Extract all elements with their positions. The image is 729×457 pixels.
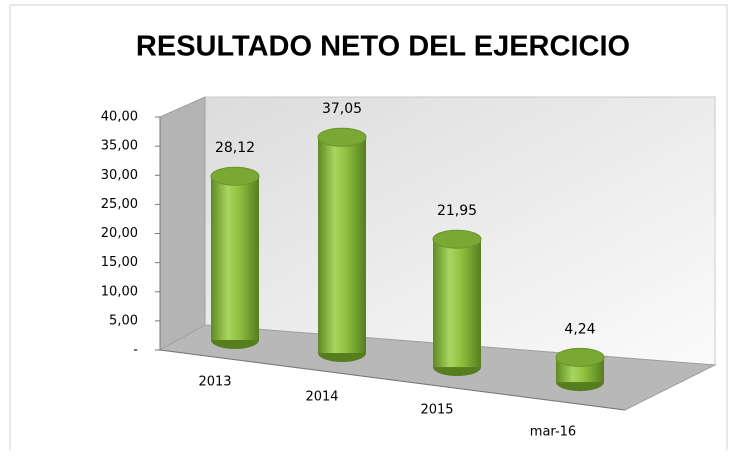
x-tick-label: mar-16 — [530, 425, 576, 440]
y-tick-label: 5,00 — [109, 313, 138, 328]
bar — [433, 239, 481, 368]
x-tick-label: 2015 — [420, 403, 453, 418]
x-tick-label: 2014 — [305, 390, 338, 405]
frame — [9, 4, 728, 450]
y-tick-label: - — [133, 343, 138, 358]
bar — [211, 176, 259, 340]
bar-top — [432, 229, 482, 249]
y-tick-label: 30,00 — [101, 168, 138, 183]
x-axis — [159, 349, 626, 411]
bar-top — [317, 127, 367, 147]
bar-top — [210, 166, 260, 186]
data-label: 37,05 — [322, 101, 362, 117]
y-tick-label: 10,00 — [101, 284, 138, 299]
y-tick-label: 20,00 — [101, 226, 138, 241]
chart-title: RESULTADO NETO DEL EJERCICIO — [136, 31, 630, 63]
y-tick-label: 25,00 — [101, 197, 138, 212]
y-tick-label: 35,00 — [101, 139, 138, 154]
data-label: 28,12 — [215, 140, 255, 156]
data-label: 4,24 — [564, 321, 595, 337]
bar — [318, 137, 366, 354]
x-tick-label: 2013 — [198, 375, 231, 390]
y-tick-label: 15,00 — [101, 255, 138, 270]
bar-top — [555, 347, 605, 367]
side-wall — [159, 96, 206, 351]
y-tick-label: 40,00 — [101, 110, 138, 125]
data-label: 21,95 — [437, 203, 477, 219]
